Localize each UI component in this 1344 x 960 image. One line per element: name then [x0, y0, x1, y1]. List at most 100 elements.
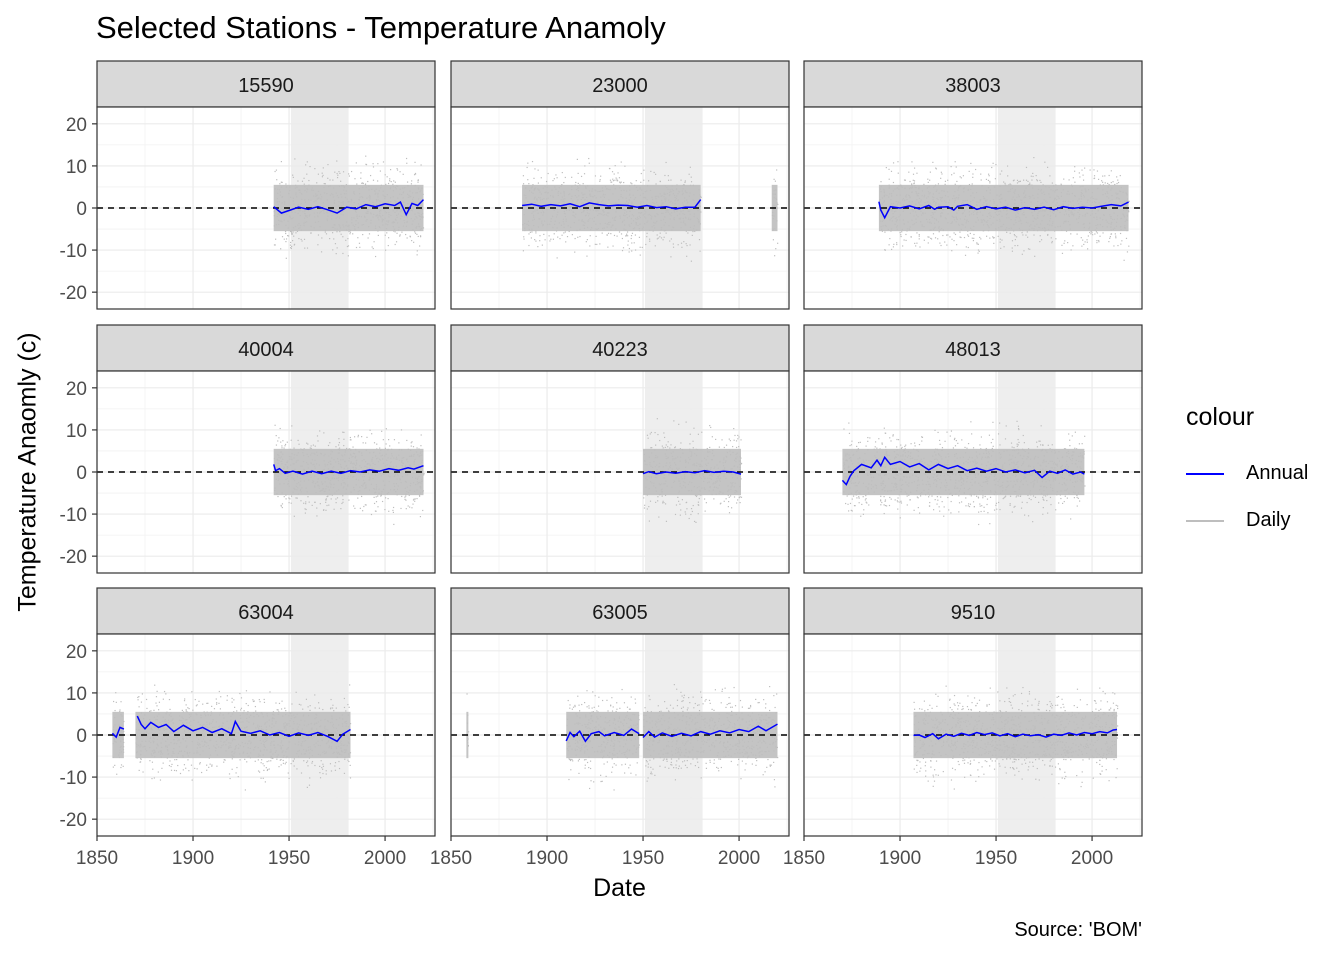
daily-point [378, 190, 380, 192]
daily-point [539, 191, 541, 193]
daily-point [908, 229, 911, 231]
daily-point [586, 212, 589, 214]
daily-point [551, 215, 554, 217]
daily-point [1073, 195, 1076, 197]
daily-point [420, 203, 422, 205]
daily-point [574, 237, 576, 240]
daily-point [541, 209, 544, 211]
daily-point [987, 219, 989, 222]
daily-point [577, 182, 579, 185]
daily-point [716, 478, 718, 480]
daily-point [525, 194, 527, 197]
daily-point [326, 192, 328, 195]
daily-point [658, 196, 660, 198]
daily-point [931, 211, 933, 214]
daily-point [363, 459, 365, 461]
daily-point [1063, 214, 1065, 216]
daily-point [419, 236, 422, 238]
daily-point [865, 459, 867, 461]
daily-point [1094, 198, 1096, 200]
daily-point [629, 189, 631, 191]
daily-point [1013, 491, 1016, 493]
daily-point [621, 221, 624, 223]
daily-point [1036, 446, 1039, 448]
daily-point [327, 468, 329, 470]
daily-point [341, 185, 343, 187]
daily-point [626, 233, 628, 235]
daily-point [674, 200, 676, 202]
daily-point [280, 504, 282, 507]
daily-point [357, 203, 359, 205]
daily-point [402, 187, 404, 189]
daily-point [307, 479, 310, 481]
daily-point [1039, 179, 1041, 182]
daily-point [595, 235, 597, 237]
daily-point [588, 157, 590, 160]
daily-point [304, 508, 306, 510]
daily-point [682, 213, 684, 215]
daily-point [1007, 175, 1009, 177]
daily-point [1124, 225, 1126, 227]
daily-point [640, 211, 643, 214]
daily-point [1083, 226, 1085, 229]
daily-point [571, 186, 573, 188]
daily-point [935, 190, 937, 193]
daily-point [1030, 196, 1032, 198]
daily-point [310, 454, 312, 456]
daily-point [927, 196, 929, 198]
daily-point [296, 230, 299, 232]
daily-point [959, 479, 962, 481]
daily-point [863, 461, 865, 463]
daily-point [710, 467, 712, 469]
daily-point [1042, 513, 1044, 515]
daily-point [895, 474, 897, 476]
daily-point [690, 218, 692, 220]
daily-point [422, 490, 424, 493]
daily-point [294, 187, 297, 189]
daily-point [666, 193, 669, 195]
daily-point [896, 453, 898, 455]
daily-point [942, 229, 944, 232]
daily-point [1032, 220, 1034, 222]
daily-point [681, 478, 683, 480]
daily-point [710, 478, 713, 480]
daily-point [999, 210, 1001, 212]
daily-point [881, 230, 883, 232]
daily-point [1107, 182, 1109, 185]
daily-point [589, 217, 591, 219]
daily-point [361, 454, 363, 456]
daily-point [323, 460, 325, 462]
daily-point [735, 440, 738, 442]
daily-point [988, 226, 990, 229]
daily-point [286, 478, 288, 480]
daily-point [364, 465, 366, 467]
daily-point [995, 164, 997, 166]
daily-point [967, 505, 969, 507]
daily-point [539, 240, 541, 242]
daily-point [685, 421, 687, 423]
daily-point [358, 451, 361, 453]
daily-point [932, 228, 935, 231]
daily-point [962, 224, 964, 226]
daily-point [974, 482, 976, 484]
daily-point [1054, 463, 1056, 465]
daily-point [1119, 174, 1121, 177]
daily-point [307, 467, 309, 469]
daily-point [1023, 442, 1025, 444]
daily-point [1067, 204, 1069, 206]
daily-point [336, 247, 338, 249]
daily-point [375, 496, 377, 498]
daily-point [333, 508, 335, 510]
daily-point [1080, 480, 1082, 482]
daily-point [338, 438, 340, 440]
daily-point [983, 510, 985, 512]
daily-point [734, 482, 736, 484]
daily-point [685, 191, 687, 193]
daily-point [421, 205, 423, 207]
daily-point [1120, 229, 1122, 231]
daily-point [682, 192, 684, 194]
daily-point [777, 242, 779, 244]
daily-point [963, 191, 965, 193]
daily-point [572, 211, 575, 214]
daily-point [317, 244, 319, 246]
